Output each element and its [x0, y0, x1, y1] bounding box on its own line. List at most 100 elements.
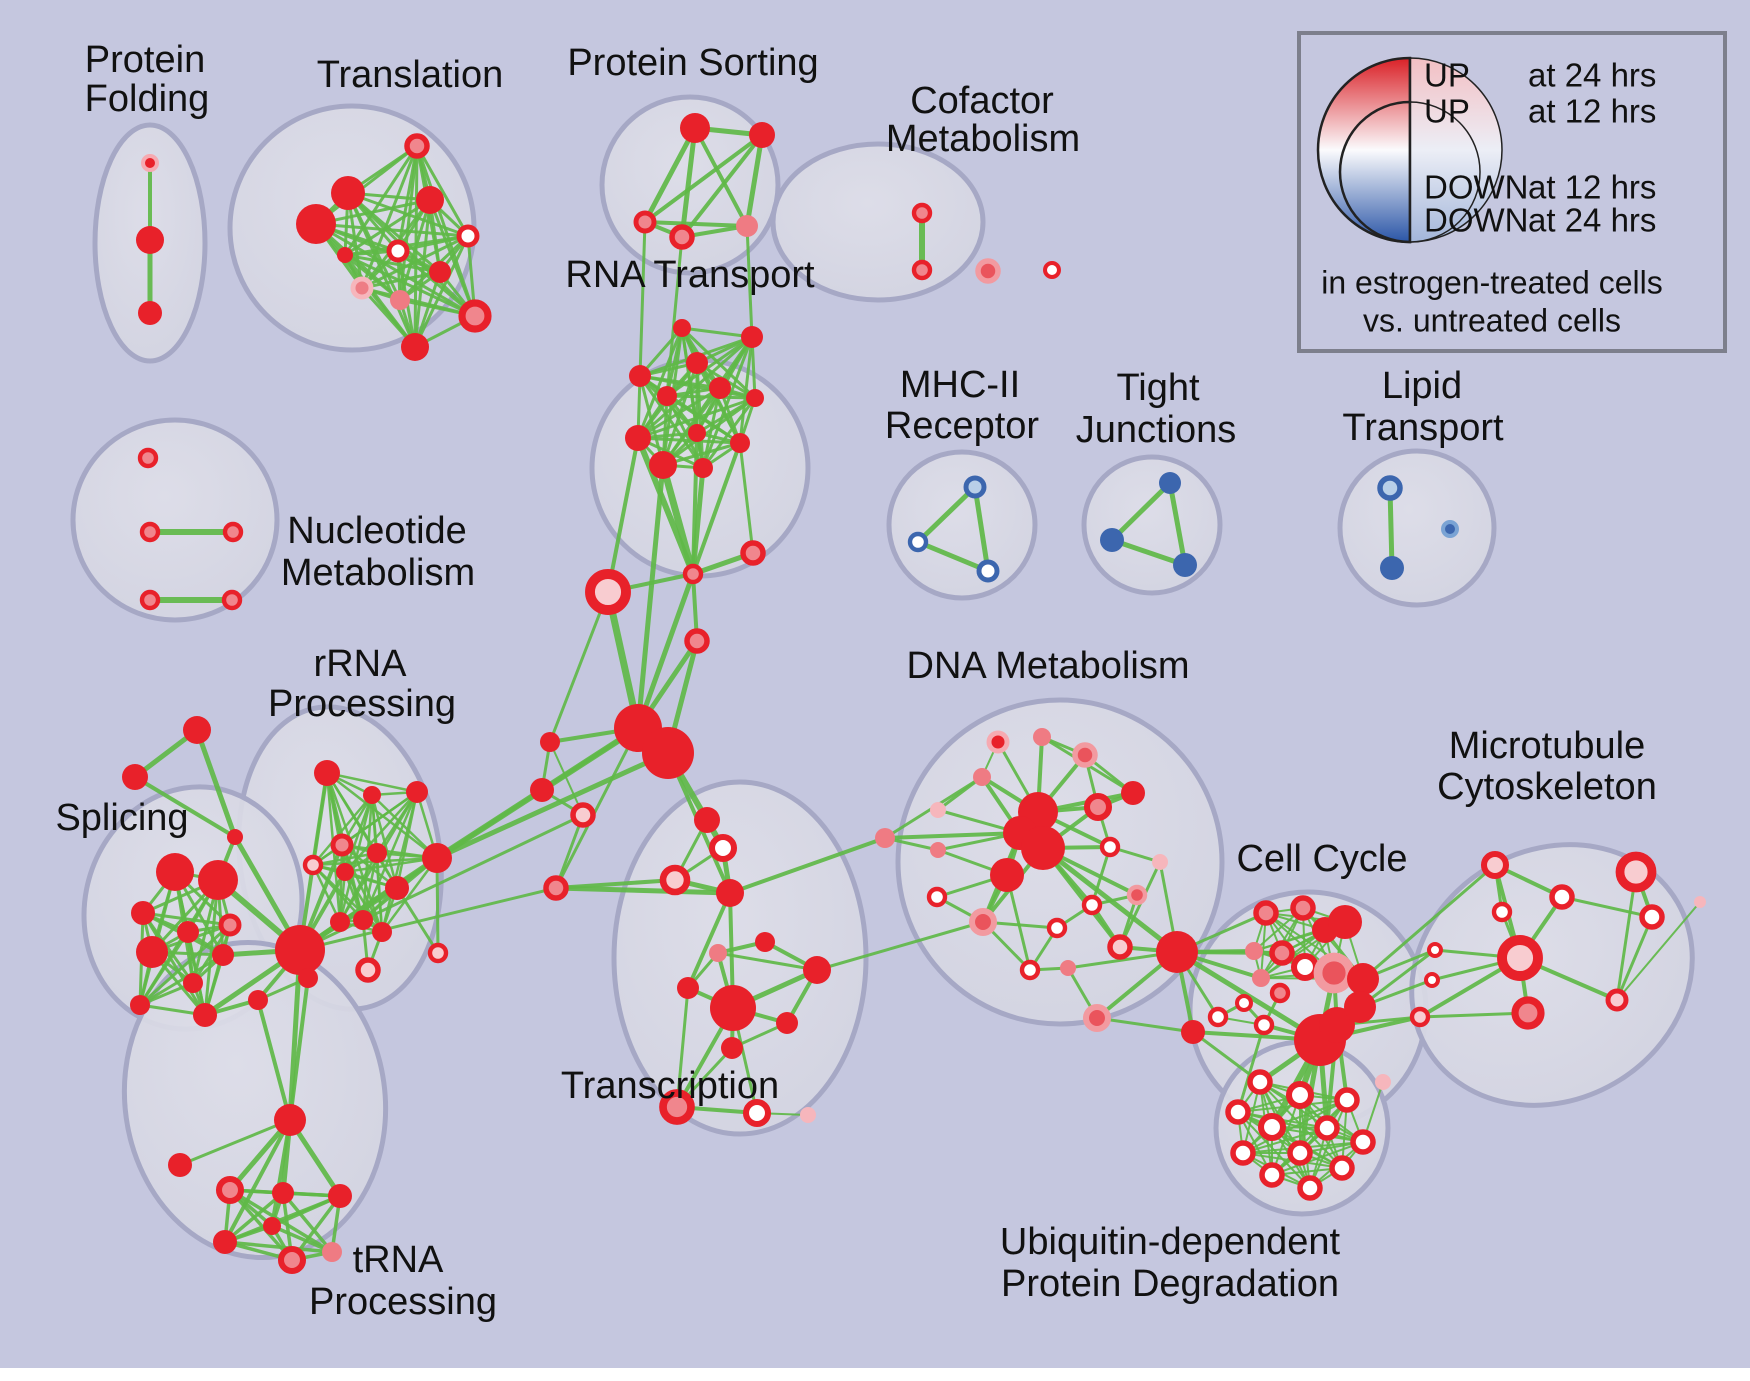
- network-node[interactable]: [272, 1182, 294, 1204]
- network-node[interactable]: [736, 215, 758, 237]
- network-node[interactable]: [1100, 528, 1124, 552]
- network-node[interactable]: [1497, 935, 1543, 981]
- network-node[interactable]: [1019, 959, 1041, 981]
- network-node[interactable]: [540, 732, 560, 752]
- network-node[interactable]: [659, 1089, 695, 1125]
- network-node[interactable]: [1081, 894, 1103, 916]
- network-node[interactable]: [625, 425, 651, 451]
- network-node[interactable]: [911, 259, 933, 281]
- network-node[interactable]: [177, 921, 199, 943]
- network-node[interactable]: [1159, 472, 1181, 494]
- network-node[interactable]: [1615, 851, 1657, 893]
- network-node[interactable]: [367, 843, 387, 863]
- network-node[interactable]: [1639, 904, 1665, 930]
- network-node[interactable]: [130, 995, 150, 1015]
- network-node[interactable]: [1099, 836, 1121, 858]
- network-node[interactable]: [1375, 1074, 1391, 1090]
- network-node[interactable]: [642, 727, 694, 779]
- network-node[interactable]: [427, 942, 449, 964]
- network-node[interactable]: [386, 239, 410, 263]
- network-node[interactable]: [222, 521, 244, 543]
- network-node[interactable]: [875, 828, 895, 848]
- network-node[interactable]: [330, 912, 350, 932]
- network-node[interactable]: [1313, 952, 1355, 994]
- network-node[interactable]: [682, 563, 704, 585]
- network-node[interactable]: [688, 424, 706, 442]
- network-node[interactable]: [746, 389, 764, 407]
- network-node[interactable]: [1285, 1080, 1315, 1110]
- network-node[interactable]: [570, 802, 596, 828]
- network-node[interactable]: [213, 1230, 237, 1254]
- network-node[interactable]: [930, 842, 946, 858]
- network-node[interactable]: [263, 1217, 281, 1235]
- network-node[interactable]: [1511, 996, 1545, 1030]
- network-node[interactable]: [749, 122, 775, 148]
- network-node[interactable]: [633, 210, 657, 234]
- network-node[interactable]: [986, 730, 1010, 754]
- network-node[interactable]: [274, 1104, 306, 1136]
- network-node[interactable]: [1225, 1099, 1251, 1125]
- network-node[interactable]: [168, 1153, 192, 1177]
- network-node[interactable]: [1694, 896, 1706, 908]
- network-node[interactable]: [530, 778, 554, 802]
- network-node[interactable]: [911, 202, 933, 224]
- network-node[interactable]: [275, 925, 325, 975]
- network-node[interactable]: [1319, 1007, 1355, 1043]
- network-node[interactable]: [1441, 520, 1459, 538]
- network-node[interactable]: [693, 458, 713, 478]
- network-node[interactable]: [277, 1245, 307, 1275]
- network-node[interactable]: [337, 247, 353, 263]
- network-node[interactable]: [215, 1175, 245, 1205]
- network-node[interactable]: [1060, 960, 1076, 976]
- network-node[interactable]: [336, 863, 354, 881]
- network-node[interactable]: [1297, 1175, 1323, 1201]
- network-node[interactable]: [803, 956, 831, 984]
- network-node[interactable]: [1033, 728, 1051, 746]
- network-node[interactable]: [1252, 969, 1270, 987]
- network-node[interactable]: [1253, 900, 1279, 926]
- network-node[interactable]: [138, 301, 162, 325]
- network-node[interactable]: [1549, 884, 1575, 910]
- network-node[interactable]: [907, 531, 929, 553]
- network-node[interactable]: [1427, 942, 1443, 958]
- network-node[interactable]: [990, 858, 1024, 892]
- network-node[interactable]: [776, 1012, 798, 1034]
- network-node[interactable]: [355, 957, 381, 983]
- network-node[interactable]: [1152, 854, 1168, 870]
- network-node[interactable]: [456, 224, 480, 248]
- network-node[interactable]: [1269, 940, 1295, 966]
- network-node[interactable]: [968, 907, 998, 937]
- network-node[interactable]: [669, 224, 695, 250]
- network-node[interactable]: [1290, 952, 1320, 982]
- network-node[interactable]: [198, 860, 238, 900]
- network-node[interactable]: [422, 843, 452, 873]
- network-node[interactable]: [710, 985, 756, 1031]
- network-node[interactable]: [1314, 1115, 1340, 1141]
- network-node[interactable]: [183, 716, 211, 744]
- network-node[interactable]: [741, 326, 763, 348]
- network-node[interactable]: [350, 276, 374, 300]
- network-node[interactable]: [1380, 556, 1404, 580]
- network-node[interactable]: [458, 299, 492, 333]
- network-node[interactable]: [221, 589, 243, 611]
- network-node[interactable]: [1347, 963, 1379, 995]
- network-node[interactable]: [429, 261, 451, 283]
- network-node[interactable]: [314, 760, 340, 786]
- network-node[interactable]: [406, 781, 428, 803]
- network-node[interactable]: [193, 1003, 217, 1027]
- network-node[interactable]: [740, 540, 766, 566]
- network-node[interactable]: [1259, 1162, 1285, 1188]
- network-node[interactable]: [1235, 994, 1253, 1012]
- network-node[interactable]: [404, 133, 430, 159]
- network-node[interactable]: [1480, 850, 1510, 880]
- network-node[interactable]: [330, 833, 354, 857]
- network-node[interactable]: [1126, 884, 1148, 906]
- network-node[interactable]: [1230, 1140, 1256, 1166]
- network-node[interactable]: [755, 932, 775, 952]
- network-node[interactable]: [709, 944, 727, 962]
- network-node[interactable]: [730, 433, 750, 453]
- network-node[interactable]: [183, 973, 203, 993]
- network-node[interactable]: [585, 569, 631, 615]
- network-node[interactable]: [1247, 1069, 1273, 1095]
- network-node[interactable]: [212, 944, 234, 966]
